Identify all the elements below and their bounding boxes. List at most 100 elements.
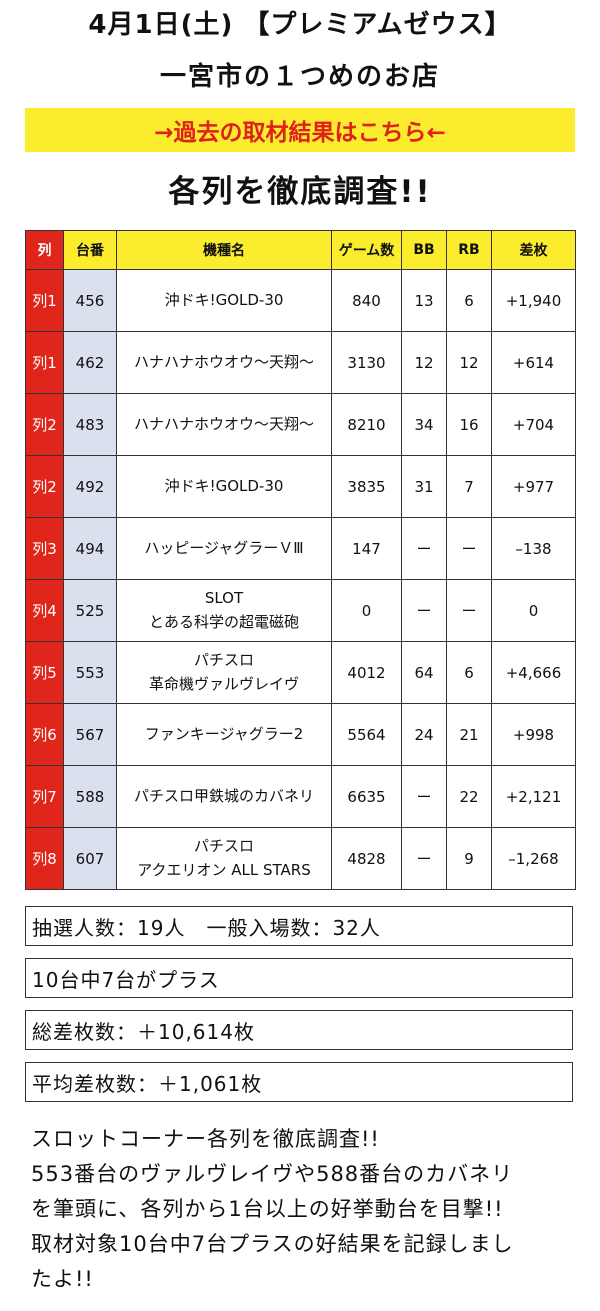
table-row: 列8 607 パチスロ アクエリオン ALL STARS 4828 ー 9 –1… (25, 827, 576, 890)
cell-retsu: 列7 (25, 765, 64, 828)
column-header-rb: RB (446, 230, 492, 270)
cell-kishu: 沖ドキ!GOLD-30 (116, 455, 332, 518)
cell-samai: +704 (491, 393, 576, 456)
cell-bb: 34 (401, 393, 447, 456)
section-heading: 各列を徹底調査!! (168, 174, 432, 210)
table-row: 列2 483 ハナハナホウオウ〜天翔〜 8210 34 16 +704 (25, 393, 576, 456)
table-row: 列1 462 ハナハナホウオウ〜天翔〜 3130 12 12 +614 (25, 331, 576, 394)
column-header-retsu: 列 (25, 230, 64, 270)
entrants-box: 抽選人数：19人 一般入場数：32人 (25, 906, 573, 946)
cell-daiban: 607 (63, 827, 117, 890)
cell-retsu: 列8 (25, 827, 64, 890)
cell-retsu: 列3 (25, 517, 64, 580)
cell-rb: ー (446, 579, 492, 642)
cell-kishu: 沖ドキ!GOLD-30 (116, 269, 332, 332)
cell-rb: 21 (446, 703, 492, 766)
past-results-link[interactable]: →過去の取材結果はこちら← (25, 108, 575, 152)
column-header-daiban: 台番 (63, 230, 117, 270)
summary-line: たよ!! (31, 1267, 94, 1291)
cell-samai: +4,666 (491, 641, 576, 704)
table-row: 列4 525 SLOT とある科学の超電磁砲 0 ー ー 0 (25, 579, 576, 642)
table-row: 列3 494 ハッピージャグラーＶⅢ 147 ー ー –138 (25, 517, 576, 580)
cell-daiban: 553 (63, 641, 117, 704)
cell-bb: ー (401, 765, 447, 828)
cell-samai: +1,940 (491, 269, 576, 332)
cell-kishu: パチスロ 革命機ヴァルヴレイヴ (116, 641, 332, 704)
cell-games: 5564 (331, 703, 402, 766)
cell-rb: 6 (446, 269, 492, 332)
cell-bb: 12 (401, 331, 447, 394)
cell-daiban: 525 (63, 579, 117, 642)
cell-rb: 7 (446, 455, 492, 518)
cell-rb: 22 (446, 765, 492, 828)
total-diff-box: 総差枚数：＋10,614枚 (25, 1010, 573, 1050)
cell-games: 3835 (331, 455, 402, 518)
cell-samai: +998 (491, 703, 576, 766)
cell-bb: 24 (401, 703, 447, 766)
cell-retsu: 列1 (25, 269, 64, 332)
cell-retsu: 列2 (25, 393, 64, 456)
cell-games: 8210 (331, 393, 402, 456)
average-diff-box: 平均差枚数：＋1,061枚 (25, 1062, 573, 1102)
cell-retsu: 列1 (25, 331, 64, 394)
cell-kishu: パチスロ甲鉄城のカバネリ (116, 765, 332, 828)
cell-rb: 16 (446, 393, 492, 456)
table-row: 列7 588 パチスロ甲鉄城のカバネリ 6635 ー 22 +2,121 (25, 765, 576, 828)
cell-games: 6635 (331, 765, 402, 828)
cell-bb: 31 (401, 455, 447, 518)
cell-samai: –138 (491, 517, 576, 580)
column-header-samai: 差枚 (491, 230, 576, 270)
column-header-bb: BB (401, 230, 447, 270)
cell-daiban: 483 (63, 393, 117, 456)
column-header-games: ゲーム数 (331, 230, 402, 270)
cell-bb: ー (401, 517, 447, 580)
cell-games: 840 (331, 269, 402, 332)
cell-rb: 9 (446, 827, 492, 890)
cell-bb: ー (401, 579, 447, 642)
cell-bb: 13 (401, 269, 447, 332)
cell-samai: +977 (491, 455, 576, 518)
cell-kishu: SLOT とある科学の超電磁砲 (116, 579, 332, 642)
cell-bb: 64 (401, 641, 447, 704)
results-table: 列 台番 機種名 ゲーム数 BB RB 差枚 列1 456 沖ドキ!GOLD-3… (25, 230, 576, 890)
column-header-kishu: 機種名 (116, 230, 332, 270)
cell-kishu: ハナハナホウオウ〜天翔〜 (116, 393, 332, 456)
cell-daiban: 494 (63, 517, 117, 580)
cell-rb: 6 (446, 641, 492, 704)
cell-kishu: ハナハナホウオウ〜天翔〜 (116, 331, 332, 394)
cell-games: 4828 (331, 827, 402, 890)
cell-daiban: 567 (63, 703, 117, 766)
summary-line: を筆頭に、各列から1台以上の好挙動台を目撃!! (31, 1197, 504, 1221)
cell-samai: +2,121 (491, 765, 576, 828)
table-row: 列6 567 ファンキージャグラー2 5564 24 21 +998 (25, 703, 576, 766)
cell-retsu: 列5 (25, 641, 64, 704)
cell-rb: ー (446, 517, 492, 580)
cell-samai: 0 (491, 579, 576, 642)
cell-retsu: 列4 (25, 579, 64, 642)
summary-text: スロットコーナー各列を徹底調査!! 553番台のヴァルヴレイヴや588番台のカバ… (31, 1122, 576, 1297)
summary-line: 取材対象10台中7台プラスの好結果を記録しまし (31, 1232, 514, 1256)
table-row: 列5 553 パチスロ 革命機ヴァルヴレイヴ 4012 64 6 +4,666 (25, 641, 576, 704)
cell-daiban: 462 (63, 331, 117, 394)
page-title: 4月1日(土) 【プレミアムゼウス】 (88, 10, 512, 40)
cell-daiban: 588 (63, 765, 117, 828)
store-subtitle: 一宮市の１つめのお店 (159, 62, 440, 92)
cell-kishu: ハッピージャグラーＶⅢ (116, 517, 332, 580)
cell-kishu: パチスロ アクエリオン ALL STARS (116, 827, 332, 890)
cell-rb: 12 (446, 331, 492, 394)
cell-daiban: 456 (63, 269, 117, 332)
cell-bb: ー (401, 827, 447, 890)
cell-kishu: ファンキージャグラー2 (116, 703, 332, 766)
summary-line: 553番台のヴァルヴレイヴや588番台のカバネリ (31, 1162, 514, 1186)
table-row: 列1 456 沖ドキ!GOLD-30 840 13 6 +1,940 (25, 269, 576, 332)
summary-line: スロットコーナー各列を徹底調査!! (31, 1127, 380, 1151)
plus-count-box: 10台中7台がプラス (25, 958, 573, 998)
cell-samai: +614 (491, 331, 576, 394)
cell-games: 147 (331, 517, 402, 580)
cell-games: 4012 (331, 641, 402, 704)
cell-daiban: 492 (63, 455, 117, 518)
cell-samai: –1,268 (491, 827, 576, 890)
cell-games: 0 (331, 579, 402, 642)
cell-retsu: 列6 (25, 703, 64, 766)
